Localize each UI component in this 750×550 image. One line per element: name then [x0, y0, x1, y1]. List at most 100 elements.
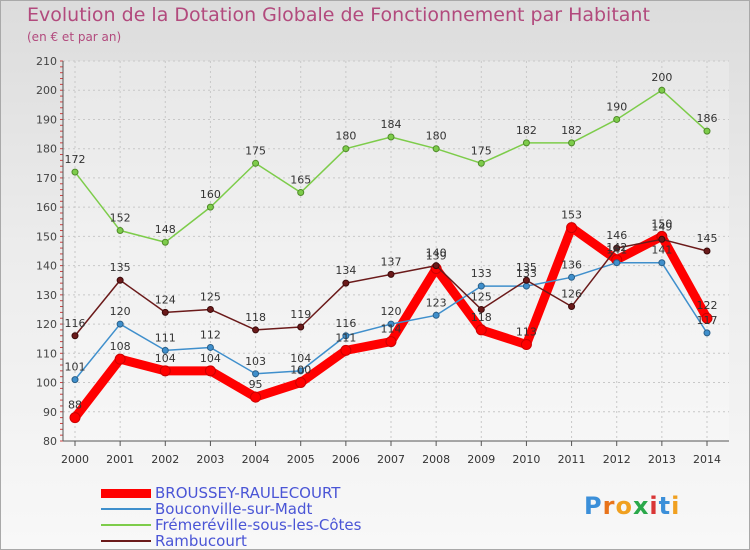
data-point-fremereville-sous-les-cotes-2010 [522, 139, 530, 147]
data-label-rambucourt-2007: 137 [381, 255, 402, 268]
data-label-rambucourt-2003: 125 [200, 290, 221, 303]
data-label-broussey-raulecourt-2008: 139 [426, 250, 447, 263]
chart-subtitle: (en € et par an) [27, 30, 122, 44]
data-label-fremereville-sous-les-cotes-2008: 180 [426, 130, 447, 143]
legend-item-bouconville-sur-madt: Bouconville-sur-Madt [101, 501, 361, 517]
data-label-bouconville-sur-madt-2002: 111 [155, 331, 176, 344]
data-point-bouconville-sur-madt-2013 [658, 259, 666, 267]
data-point-rambucourt-2013 [658, 235, 666, 243]
data-point-rambucourt-2007 [387, 270, 395, 278]
data-point-fremereville-sous-les-cotes-2000 [71, 168, 79, 176]
data-label-fremereville-sous-les-cotes-2007: 184 [381, 118, 402, 131]
data-label-fremereville-sous-les-cotes-2009: 175 [471, 144, 492, 157]
data-point-broussey-raulecourt-2007 [385, 336, 397, 348]
data-point-bouconville-sur-madt-2011 [568, 273, 576, 281]
data-point-rambucourt-2003 [206, 305, 214, 313]
data-label-bouconville-sur-madt-2011: 136 [561, 258, 582, 271]
data-label-fremereville-sous-les-cotes-2005: 165 [290, 174, 311, 187]
data-label-broussey-raulecourt-2006: 111 [335, 331, 356, 344]
data-label-broussey-raulecourt-2013: 150 [651, 217, 672, 230]
data-label-fremereville-sous-les-cotes-2012: 190 [606, 100, 627, 113]
data-label-bouconville-sur-madt-2010: 133 [516, 267, 537, 280]
data-point-rambucourt-2006 [342, 279, 350, 287]
legend-item-rambucourt: Rambucourt [101, 533, 361, 549]
y-tick-label-180: 180 [36, 143, 57, 156]
data-point-rambucourt-2014 [703, 247, 711, 255]
data-point-bouconville-sur-madt-2001 [116, 320, 124, 328]
legend-swatch-rambucourt [101, 540, 151, 542]
data-point-fremereville-sous-les-cotes-2003 [206, 203, 214, 211]
data-point-bouconville-sur-madt-2010 [522, 282, 530, 290]
data-point-rambucourt-2005 [297, 323, 305, 331]
x-tick-label-2014: 2014 [693, 453, 721, 466]
y-tick-label-140: 140 [36, 260, 57, 273]
data-label-bouconville-sur-madt-2001: 120 [110, 305, 131, 318]
data-point-bouconville-sur-madt-2008 [432, 311, 440, 319]
data-point-bouconville-sur-madt-2009 [477, 282, 485, 290]
data-point-fremereville-sous-les-cotes-2013 [658, 86, 666, 94]
y-tick-label-190: 190 [36, 113, 57, 126]
y-tick-label-150: 150 [36, 230, 57, 243]
data-point-fremereville-sous-les-cotes-2001 [116, 227, 124, 235]
data-point-broussey-raulecourt-2002 [159, 365, 171, 377]
data-point-rambucourt-2008 [432, 262, 440, 270]
data-label-rambucourt-2013: 149 [651, 220, 672, 233]
chart-title: Evolution de la Dotation Globale de Fonc… [27, 4, 650, 26]
data-label-rambucourt-2001: 135 [110, 261, 131, 274]
x-tick-label-2011: 2011 [558, 453, 586, 466]
y-tick-label-80: 80 [43, 435, 57, 448]
legend-item-fremereville-sous-les-cotes: Frémeréville-sous-les-Côtes [101, 517, 361, 533]
data-point-bouconville-sur-madt-2000 [71, 376, 79, 384]
data-point-fremereville-sous-les-cotes-2009 [477, 159, 485, 167]
data-label-bouconville-sur-madt-2006: 116 [335, 317, 356, 330]
data-point-fremereville-sous-les-cotes-2002 [161, 238, 169, 246]
y-tick-label-110: 110 [36, 347, 57, 360]
data-label-fremereville-sous-les-cotes-2011: 182 [561, 124, 582, 137]
data-point-bouconville-sur-madt-2004 [252, 370, 260, 378]
data-label-rambucourt-2009: 125 [471, 290, 492, 303]
data-label-bouconville-sur-madt-2013: 141 [651, 244, 672, 257]
data-point-broussey-raulecourt-2010 [520, 339, 532, 351]
data-label-rambucourt-2012: 146 [606, 229, 627, 242]
data-label-broussey-raulecourt-2014: 122 [697, 299, 718, 312]
data-point-broussey-raulecourt-2006 [340, 344, 352, 356]
data-label-broussey-raulecourt-2004: 95 [249, 378, 263, 391]
data-label-broussey-raulecourt-2009: 118 [471, 311, 492, 324]
data-point-fremereville-sous-les-cotes-2006 [342, 145, 350, 153]
data-point-rambucourt-2011 [568, 303, 576, 311]
y-tick-label-200: 200 [36, 84, 57, 97]
x-tick-label-2007: 2007 [377, 453, 405, 466]
legend-label-fremereville-sous-les-cotes: Frémeréville-sous-les-Côtes [155, 515, 362, 534]
x-tick-label-2009: 2009 [467, 453, 495, 466]
data-point-rambucourt-2004 [252, 326, 260, 334]
legend-label-rambucourt: Rambucourt [155, 531, 247, 550]
data-point-broussey-raulecourt-2004 [250, 391, 262, 403]
x-tick-label-2002: 2002 [151, 453, 179, 466]
data-label-bouconville-sur-madt-2007: 120 [381, 305, 402, 318]
data-label-broussey-raulecourt-2010: 113 [516, 326, 537, 339]
legend-label-bouconville-sur-madt: Bouconville-sur-Madt [155, 499, 313, 518]
x-tick-label-2005: 2005 [287, 453, 315, 466]
x-tick-label-2001: 2001 [106, 453, 134, 466]
data-point-rambucourt-2009 [477, 305, 485, 313]
data-label-broussey-raulecourt-2003: 104 [200, 352, 221, 365]
legend-item-broussey-raulecourt: BROUSSEY-RAULECOURT [101, 485, 361, 501]
data-point-bouconville-sur-madt-2014 [703, 329, 711, 337]
legend-label-broussey-raulecourt: BROUSSEY-RAULECOURT [155, 483, 341, 502]
data-label-rambucourt-2004: 118 [245, 311, 266, 324]
data-point-fremereville-sous-les-cotes-2014 [703, 127, 711, 135]
data-point-rambucourt-2010 [522, 276, 530, 284]
x-tick-label-2000: 2000 [61, 453, 89, 466]
data-point-bouconville-sur-madt-2005 [297, 367, 305, 375]
data-point-broussey-raulecourt-2001 [114, 353, 126, 365]
data-label-bouconville-sur-madt-2005: 104 [290, 352, 311, 365]
data-point-fremereville-sous-les-cotes-2008 [432, 145, 440, 153]
x-tick-label-2010: 2010 [512, 453, 540, 466]
data-label-rambucourt-2005: 119 [290, 308, 311, 321]
data-label-fremereville-sous-les-cotes-2004: 175 [245, 144, 266, 157]
y-tick-label-120: 120 [36, 318, 57, 331]
data-label-rambucourt-2010: 135 [516, 261, 537, 274]
data-point-rambucourt-2000 [71, 332, 79, 340]
data-label-broussey-raulecourt-2001: 108 [110, 340, 131, 353]
